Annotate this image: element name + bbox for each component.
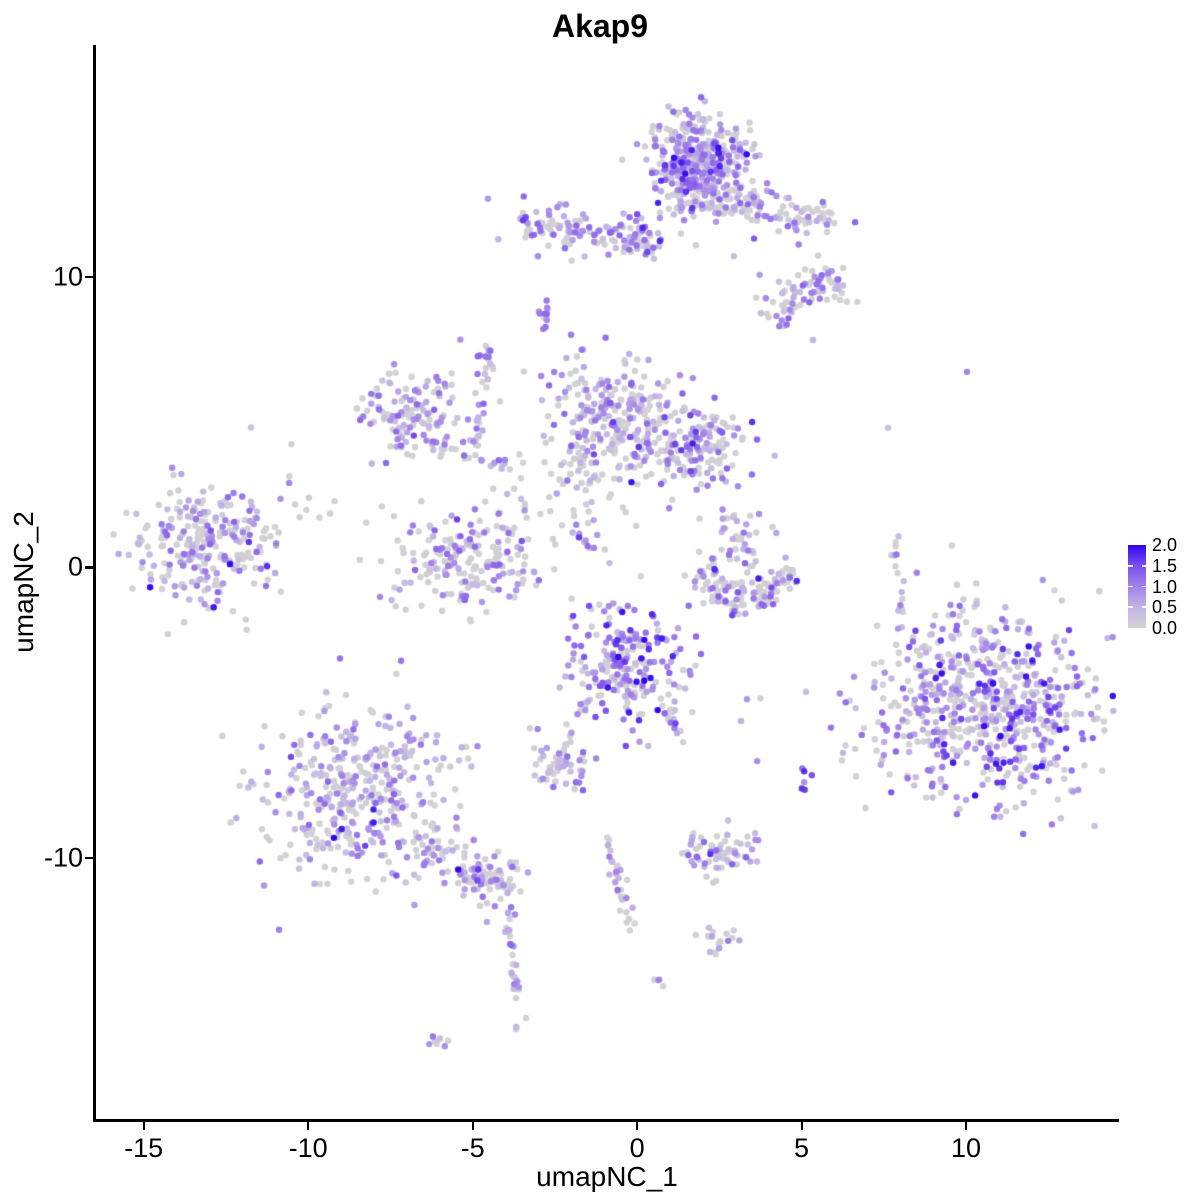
legend-tick-mark (1141, 585, 1146, 588)
x-tick-label: -15 (124, 1133, 164, 1163)
y-tick-label: -10 (43, 842, 83, 873)
y-axis-line (93, 45, 96, 1121)
y-tick-mark (85, 276, 94, 279)
plot-title: Akap9 (551, 8, 649, 44)
y-tick-mark (85, 856, 94, 859)
x-tick-label: -10 (288, 1133, 328, 1163)
legend-tick-label: 1.5 (1152, 555, 1178, 576)
x-tick-mark (636, 1121, 639, 1130)
y-axis-title: umapNC_2 (8, 511, 39, 653)
y-tick-label: 0 (67, 551, 83, 582)
x-tick-mark (965, 1121, 968, 1130)
y-tick-mark (85, 566, 94, 569)
legend-tick-mark (1128, 585, 1133, 588)
x-tick-mark (142, 1121, 145, 1130)
x-tick-label: 0 (629, 1133, 645, 1163)
x-tick-label: 5 (794, 1133, 810, 1163)
x-tick-label: -5 (460, 1133, 485, 1163)
legend-tick-mark (1128, 606, 1133, 609)
x-tick-mark (800, 1121, 803, 1130)
x-axis-line (93, 1119, 1119, 1122)
legend-tick-mark (1141, 606, 1146, 609)
x-tick-label: 10 (950, 1133, 982, 1163)
legend-tick-label: 1.0 (1152, 576, 1178, 597)
x-tick-mark (471, 1121, 474, 1130)
legend-tick-mark (1128, 564, 1133, 567)
legend-tick-label: 0.5 (1152, 597, 1178, 618)
legend-tick-label: 2.0 (1152, 535, 1178, 555)
x-axis-title: umapNC_1 (536, 1161, 678, 1192)
y-tick-label: 10 (52, 261, 83, 292)
legend-tick-mark (1141, 564, 1146, 567)
x-tick-mark (307, 1121, 310, 1130)
legend-tick-label: 0.0 (1152, 618, 1178, 638)
